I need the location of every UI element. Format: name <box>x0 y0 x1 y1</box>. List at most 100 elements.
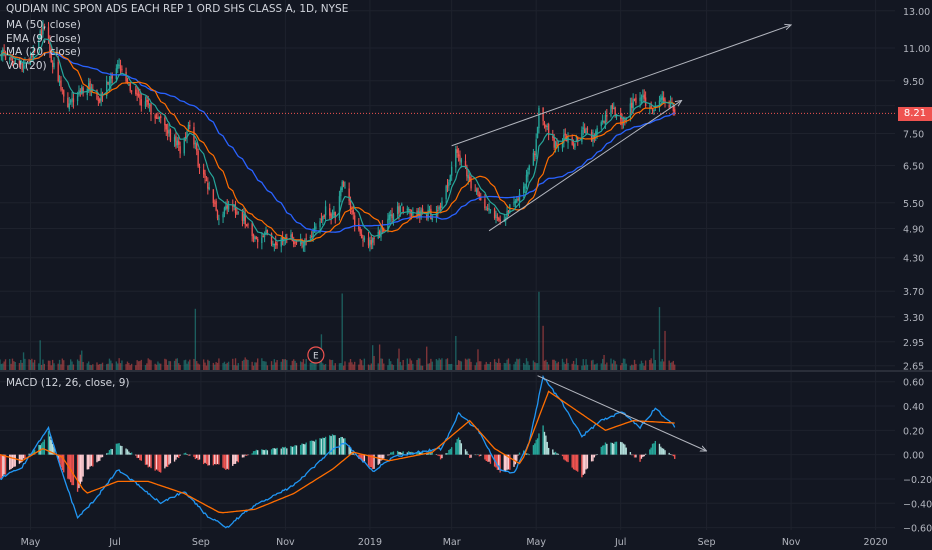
candle-body <box>406 208 409 211</box>
volume-bar <box>294 360 296 370</box>
price-pane[interactable]: E <box>0 20 895 370</box>
volume-bar <box>47 360 50 370</box>
candle-body <box>273 243 275 246</box>
candle-body <box>294 242 296 244</box>
volume-bar <box>668 360 670 370</box>
volume-bar <box>184 359 187 370</box>
macd-histogram-bar <box>506 454 508 470</box>
macd-pane[interactable] <box>0 374 707 529</box>
candle-body <box>232 205 234 207</box>
volume-bar <box>315 358 317 370</box>
volume-bar <box>284 359 287 370</box>
macd-histogram-bar <box>101 454 104 458</box>
volume-bar <box>565 358 568 370</box>
volume-bar <box>362 365 364 370</box>
macd-histogram-bar <box>290 445 292 455</box>
macd-histogram-bar <box>215 454 217 465</box>
volume-bar <box>445 359 447 370</box>
volume-bar <box>381 358 384 370</box>
macd-histogram-bar <box>658 443 661 455</box>
macd-histogram-bar <box>194 454 197 460</box>
macd-histogram-bar <box>312 440 314 455</box>
volume-bar <box>649 359 651 370</box>
legend-volume[interactable]: Vol (20) <box>6 60 47 72</box>
symbol-title: QUDIAN INC SPON ADS EACH REP 1 ORD SHS C… <box>6 3 349 15</box>
candle-body <box>516 199 518 203</box>
candle-body <box>391 214 393 219</box>
volume-bar <box>420 365 422 370</box>
volume-bar <box>43 363 46 370</box>
macd-histogram-bar <box>257 450 259 455</box>
macd-histogram-bar <box>348 445 350 455</box>
volume-bar <box>67 365 69 370</box>
macd-histogram-bar <box>671 454 673 456</box>
macd-histogram-bar <box>299 445 302 455</box>
candle-body <box>398 206 400 213</box>
candle-body <box>107 82 109 84</box>
candle-body <box>431 217 433 220</box>
candle-body <box>254 236 256 240</box>
macd-histogram-bar <box>457 437 460 455</box>
candle-body <box>97 99 100 101</box>
candle-body <box>348 188 350 202</box>
volume-bar <box>331 359 334 370</box>
macd-histogram-bar <box>583 454 586 474</box>
candle-body <box>67 97 69 108</box>
volume-bar <box>11 358 14 370</box>
macd-histogram-bar <box>401 452 403 455</box>
legend-ema9[interactable]: EMA (9, close) <box>6 33 81 45</box>
volume-bar <box>301 362 303 370</box>
macd-histogram-bar <box>22 454 25 459</box>
macd-histogram-bar <box>49 436 51 455</box>
macd-histogram-bar <box>154 454 156 471</box>
macd-histogram-bar <box>28 453 30 455</box>
macd-histogram-bar <box>556 453 558 455</box>
macd-histogram-bar <box>234 454 237 464</box>
volume-bar <box>3 361 5 370</box>
volume-bar <box>470 361 472 370</box>
candle-body <box>329 208 331 216</box>
candle-body <box>534 153 536 156</box>
legend-ma20[interactable]: MA (20, close) <box>6 46 81 58</box>
volume-bar <box>439 359 442 370</box>
time-tick-label: Nov <box>276 537 295 548</box>
candle-body <box>319 221 321 228</box>
macd-histogram-bar <box>517 454 519 456</box>
candle-body <box>247 224 249 226</box>
macd-histogram-bar <box>110 448 112 455</box>
macd-histogram-bar <box>417 450 420 455</box>
volume-bar <box>197 363 199 370</box>
volume-bar <box>24 358 26 370</box>
candle-body <box>39 30 41 39</box>
volume-bar <box>352 364 354 370</box>
volume-bar <box>42 359 44 370</box>
candle-body <box>9 57 11 60</box>
volume-bar <box>524 364 526 370</box>
macd-histogram-bar <box>295 445 298 455</box>
candle-body <box>14 59 16 65</box>
volume-bar <box>477 349 479 370</box>
candle-body <box>275 241 277 246</box>
macd-histogram-bar <box>18 454 21 464</box>
volume-bar <box>516 358 518 370</box>
legend-macd[interactable]: MACD (12, 26, close, 9) <box>6 377 130 389</box>
candle-body <box>51 62 54 68</box>
legend-ma50[interactable]: MA (50, close) <box>6 19 81 31</box>
volume-bar <box>338 363 341 370</box>
volume-bar <box>496 362 499 370</box>
macd-histogram-bar <box>115 443 118 455</box>
volume-bar <box>232 358 234 370</box>
macd-histogram-bar <box>581 454 583 478</box>
volume-bar <box>640 360 643 370</box>
macd-histogram-bar <box>595 454 597 456</box>
volume-bar <box>518 358 521 370</box>
candle-body <box>11 58 14 63</box>
candle-body <box>69 100 72 103</box>
candle-body <box>205 179 208 182</box>
candle-body <box>495 214 497 217</box>
candle-body <box>175 136 177 147</box>
volume-bar <box>554 360 557 370</box>
time-tick-label: Sep <box>192 537 210 548</box>
candle-body <box>32 50 34 58</box>
macd-histogram-bar <box>484 454 486 460</box>
